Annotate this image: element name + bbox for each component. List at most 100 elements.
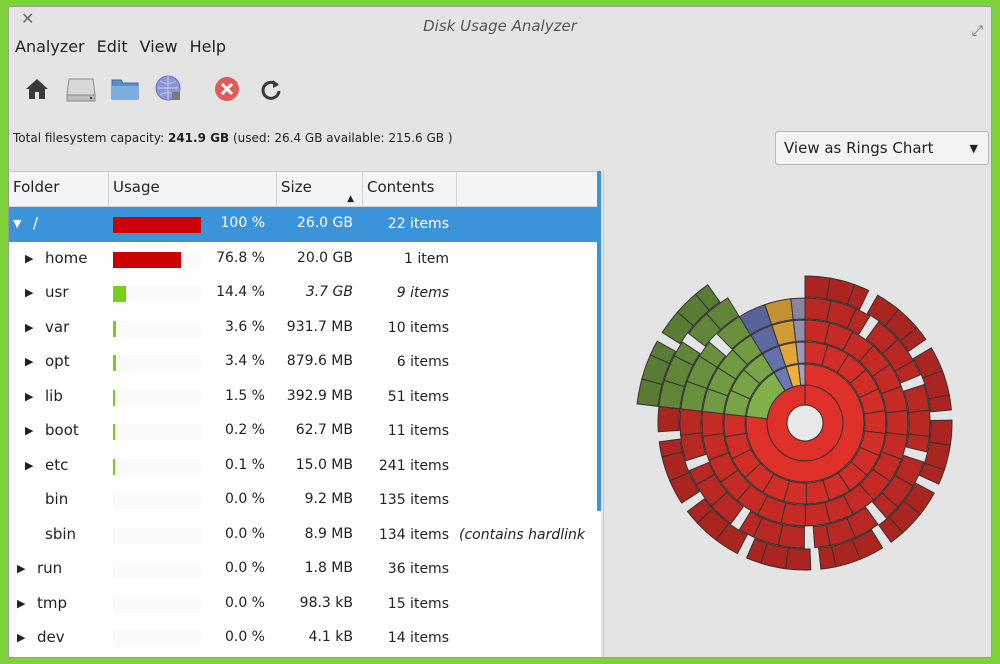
column-folder[interactable]: Folder (9, 172, 109, 206)
ring-segment-home[interactable] (928, 394, 952, 413)
hard-disk-icon (66, 78, 96, 102)
tree-row[interactable]: ▶ var 3.6 % 931.7 MB 10 items (9, 311, 601, 346)
expand-icon[interactable]: ▶ (17, 596, 26, 610)
ring-segment-home[interactable] (907, 409, 931, 437)
ring-center[interactable] (786, 404, 824, 442)
ring-segment-usr[interactable] (705, 297, 740, 331)
ring-segment-home[interactable] (846, 308, 871, 335)
usage-percent: 76.8 % (216, 249, 265, 266)
menu-help[interactable]: Help (189, 37, 227, 56)
tree-row[interactable]: ▶ tmp 0.0 % 98.3 kB 15 items (9, 587, 601, 622)
capacity-summary: Total filesystem capacity: 241.9 GB (use… (13, 131, 453, 145)
ring-segment-home[interactable] (738, 510, 763, 538)
ring-segment-home[interactable] (894, 360, 921, 384)
ring-segment-home[interactable] (863, 410, 887, 435)
scrollbar[interactable] (597, 171, 601, 511)
pane-divider[interactable] (603, 171, 604, 657)
column-size[interactable]: Size ▲ (277, 172, 363, 206)
ring-segment-home[interactable] (812, 524, 831, 549)
ring-segment-home[interactable] (804, 275, 831, 300)
tree-row[interactable]: ▶ run 0.0 % 1.8 MB 36 items (9, 552, 601, 587)
tree-row[interactable]: ▶ lib 1.5 % 392.9 MB 51 items (9, 380, 601, 415)
ring-segment-other[interactable] (795, 341, 806, 364)
ring-segment-home[interactable] (745, 537, 768, 564)
view-mode-select[interactable]: View as Rings Chart ▼ (775, 131, 989, 165)
tree-row[interactable]: ▶ boot 0.2 % 62.7 MB 11 items (9, 414, 601, 449)
expand-icon[interactable]: ▶ (25, 389, 34, 403)
ring-segment-usr[interactable] (698, 341, 727, 368)
usage-bar (113, 251, 181, 268)
tree-row[interactable]: ▶ home 76.8 % 20.0 GB 1 item (9, 242, 601, 277)
expand-icon[interactable]: ▶ (17, 562, 26, 575)
ring-segment-home[interactable] (745, 363, 865, 483)
menu-edit[interactable]: Edit (96, 37, 128, 56)
ring-segment-other[interactable] (790, 297, 806, 321)
folder-note: (contains hardlink (459, 526, 586, 543)
column-contents[interactable]: Contents (363, 172, 457, 206)
usage-bar-track (113, 286, 201, 302)
usage-bar (113, 355, 116, 371)
ring-segment-home[interactable] (899, 326, 927, 352)
scan-filesystem-button[interactable] (63, 71, 99, 107)
menu-view[interactable]: View (139, 37, 178, 56)
usage-bar-track (113, 355, 201, 371)
ring-segment-home[interactable] (686, 498, 714, 524)
stop-button[interactable] (209, 71, 245, 107)
collapse-icon[interactable]: ▼ (13, 217, 22, 230)
ring-segment-home[interactable] (784, 547, 812, 571)
menu-analyzer[interactable]: Analyzer (15, 37, 85, 56)
folder-size: 931.7 MB (286, 318, 353, 335)
ring-segment-home[interactable] (680, 432, 707, 462)
ring-segment-home[interactable] (918, 462, 945, 485)
expand-icon[interactable]: ▶ (25, 458, 34, 472)
ring-segment-usr[interactable] (694, 284, 721, 311)
title-bar: ✕ Disk Usage Analyzer ⤢ (9, 7, 991, 41)
tree-row[interactable]: sbin 0.0 % 8.9 MB 134 items (contains hardli… (9, 518, 601, 553)
refresh-button[interactable] (253, 71, 289, 107)
folder-name: tmp (37, 593, 68, 612)
ring-segment-home[interactable] (657, 405, 681, 433)
ring-segment-home[interactable] (878, 516, 904, 543)
folder-size: 9.2 MB (304, 491, 353, 507)
ring-segment-home[interactable] (928, 419, 953, 446)
usage-percent: 0.0 % (224, 491, 265, 507)
folder-contents: 6 items (396, 354, 449, 370)
column-usage[interactable]: Usage (109, 172, 277, 206)
expand-icon[interactable]: ▶ (25, 286, 34, 299)
scan-folder-button[interactable] (107, 71, 143, 107)
ring-segment-home[interactable] (818, 545, 837, 570)
folder-contents: 14 items (387, 630, 449, 646)
ring-segment-home[interactable] (885, 409, 909, 436)
ring-segment-usr[interactable] (673, 341, 701, 367)
tree-row[interactable]: bin 0.0 % 9.2 MB 135 items (9, 483, 601, 518)
tree-row[interactable]: ▼ / 100 % 26.0 GB 22 items (9, 207, 601, 242)
ring-segment-usr[interactable] (649, 340, 677, 365)
folder-size: 8.9 MB (304, 525, 353, 542)
expand-icon[interactable]: ▶ (25, 320, 34, 334)
expand-icon[interactable]: ▶ (25, 355, 34, 368)
ring-segment-home[interactable] (905, 433, 930, 453)
ring-segment-home[interactable] (701, 410, 725, 437)
ring-segment-home[interactable] (679, 408, 703, 436)
ring-segment-home[interactable] (658, 438, 683, 458)
ring-segment-home[interactable] (688, 461, 716, 486)
maximize-icon[interactable]: ⤢ (971, 23, 983, 39)
usage-bar (113, 389, 115, 406)
expand-icon[interactable]: ▶ (25, 251, 34, 265)
ring-segment-home[interactable] (846, 284, 870, 311)
ring-segment-home[interactable] (723, 413, 747, 438)
tree-row[interactable]: ▶ etc 0.1 % 15.0 MB 241 items (9, 449, 601, 484)
ring-segment-other[interactable] (797, 363, 806, 386)
close-icon[interactable]: ✕ (21, 9, 35, 28)
tree-row[interactable]: ▶ usr 14.4 % 3.7 GB 9 items (9, 276, 601, 311)
home-button[interactable] (19, 71, 55, 107)
ring-segment-other[interactable] (792, 319, 806, 343)
tree-row[interactable]: ▶ opt 3.4 % 879.6 MB 6 items (9, 345, 601, 380)
expand-icon[interactable]: ▶ (17, 631, 26, 644)
ring-segment-home[interactable] (903, 384, 930, 413)
ring-segment-home[interactable] (871, 492, 899, 519)
usage-bar (113, 286, 126, 302)
expand-icon[interactable]: ▶ (25, 424, 34, 437)
tree-row[interactable]: ▶ dev 0.0 % 4.1 kB 14 items (9, 621, 601, 656)
scan-remote-button[interactable] (151, 71, 187, 107)
